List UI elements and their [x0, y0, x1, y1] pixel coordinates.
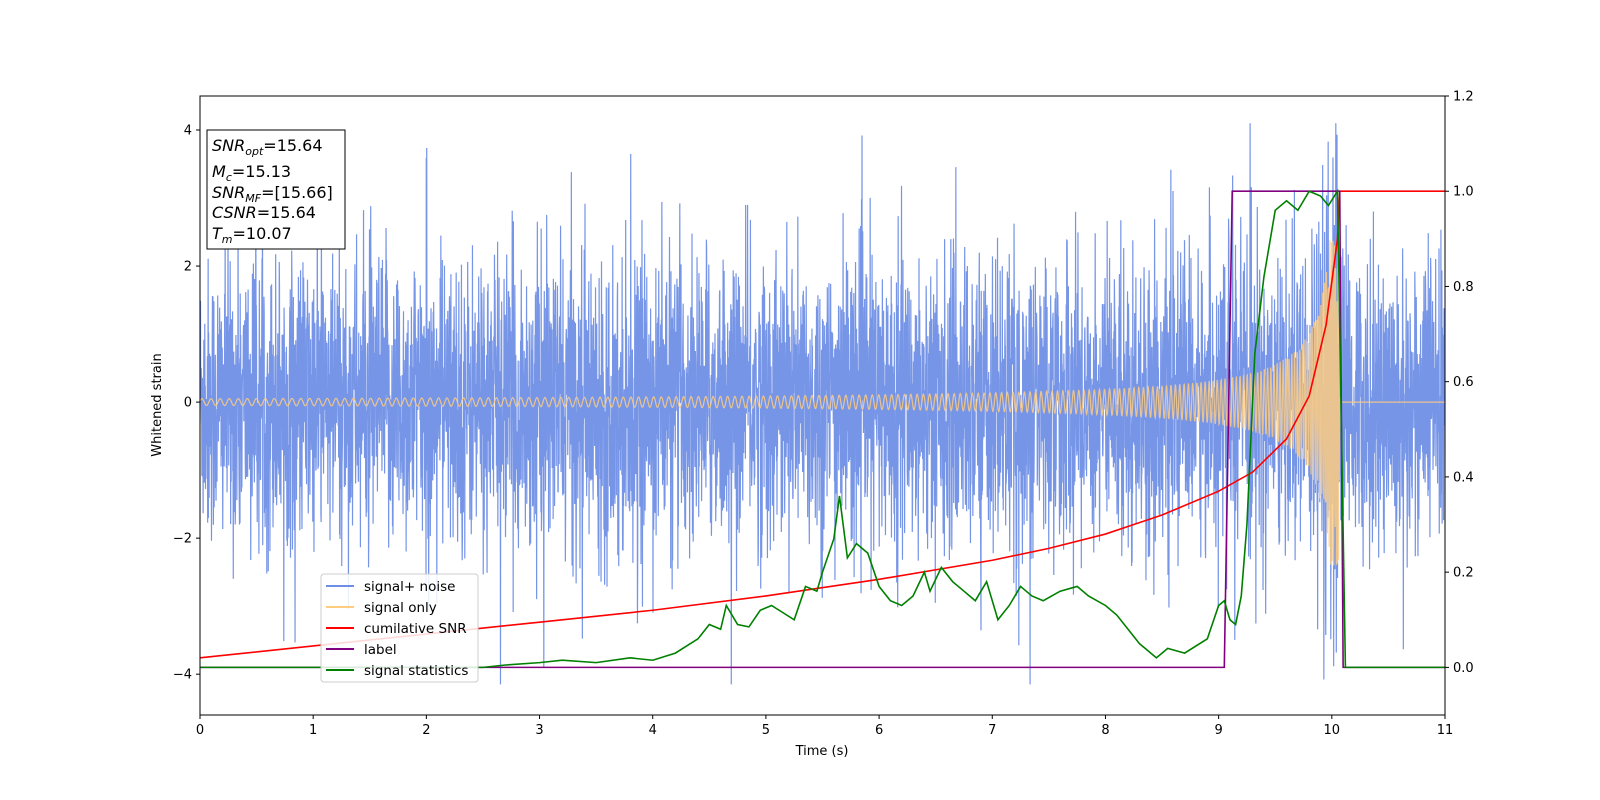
- y-right-tick-label: 0.4: [1453, 470, 1474, 485]
- x-tick-label: 1: [309, 723, 317, 738]
- series-cumilative-snr: [200, 190, 1445, 659]
- y-right-tick-label: 0.6: [1453, 375, 1474, 390]
- y-left-tick-label: 2: [184, 260, 192, 275]
- legend-entry-label: signal statistics: [364, 663, 468, 679]
- annotation-line: Mc=15.13: [212, 162, 291, 184]
- y-left-tick-label: −4: [173, 668, 192, 683]
- series-signal-statistics: [200, 188, 1445, 669]
- y-right-tick-label: 1.0: [1453, 185, 1474, 200]
- series-signal-noise: [200, 123, 1445, 685]
- x-tick-label: 0: [196, 723, 204, 738]
- legend-entry-label: signal only: [364, 600, 437, 616]
- x-tick-label: 3: [535, 723, 543, 738]
- metrics-annotation-box: SNRopt=15.64 Mc=15.13SNRMF=[15.66]CSNR=15…: [206, 129, 346, 250]
- x-tick-label: 5: [762, 723, 770, 738]
- x-axis-label: Time (s): [795, 744, 849, 759]
- x-tick-label: 11: [1437, 723, 1454, 738]
- x-tick-label: 7: [988, 723, 996, 738]
- y-right-tick-label: 1.2: [1453, 90, 1474, 105]
- y-axis-left-ticks: −4 −2 0 2 4: [173, 124, 200, 683]
- legend-entry-label: label: [364, 642, 397, 658]
- annotation-line: SNRopt=15.64: [212, 136, 323, 158]
- x-tick-label: 2: [422, 723, 430, 738]
- y-right-tick-label: 0.2: [1453, 566, 1474, 581]
- y-left-tick-label: 4: [184, 124, 192, 139]
- y-left-tick-label: −2: [173, 532, 192, 547]
- x-tick-label: 9: [1214, 723, 1222, 738]
- y-left-tick-label: 0: [184, 396, 192, 411]
- axes-frame: [199, 95, 1446, 716]
- series-signal-only: [200, 240, 1445, 566]
- y-axis-right-ticks: 0.0 0.2 0.4 0.6 0.8 1.0 1.2: [1445, 90, 1474, 676]
- annotation-line: CSNR=15.64: [212, 203, 316, 222]
- x-tick-label: 4: [649, 723, 657, 738]
- legend: signal+ noise signal only cumilative SNR la…: [320, 573, 479, 683]
- x-tick-label: 6: [875, 723, 883, 738]
- legend-frame: [320, 573, 479, 683]
- y-right-tick-label: 0.8: [1453, 280, 1474, 295]
- x-tick-label: 8: [1101, 723, 1109, 738]
- annotation-frame: [206, 129, 346, 250]
- y-axis-label: Whitened strain: [150, 353, 165, 456]
- annotation-line: SNRMF=[15.66]: [212, 183, 333, 205]
- y-right-tick-label: 0.0: [1453, 661, 1474, 676]
- legend-entry-label: cumilative SNR: [364, 621, 467, 637]
- x-axis-ticks: 0 1 2 3 4 5 6 7 8 9 10 11: [196, 715, 1453, 738]
- plot-area: [200, 123, 1445, 685]
- annotation-line: Tm=10.07: [212, 224, 292, 246]
- legend-entry-label: signal+ noise: [364, 579, 455, 595]
- x-tick-label: 10: [1324, 723, 1341, 738]
